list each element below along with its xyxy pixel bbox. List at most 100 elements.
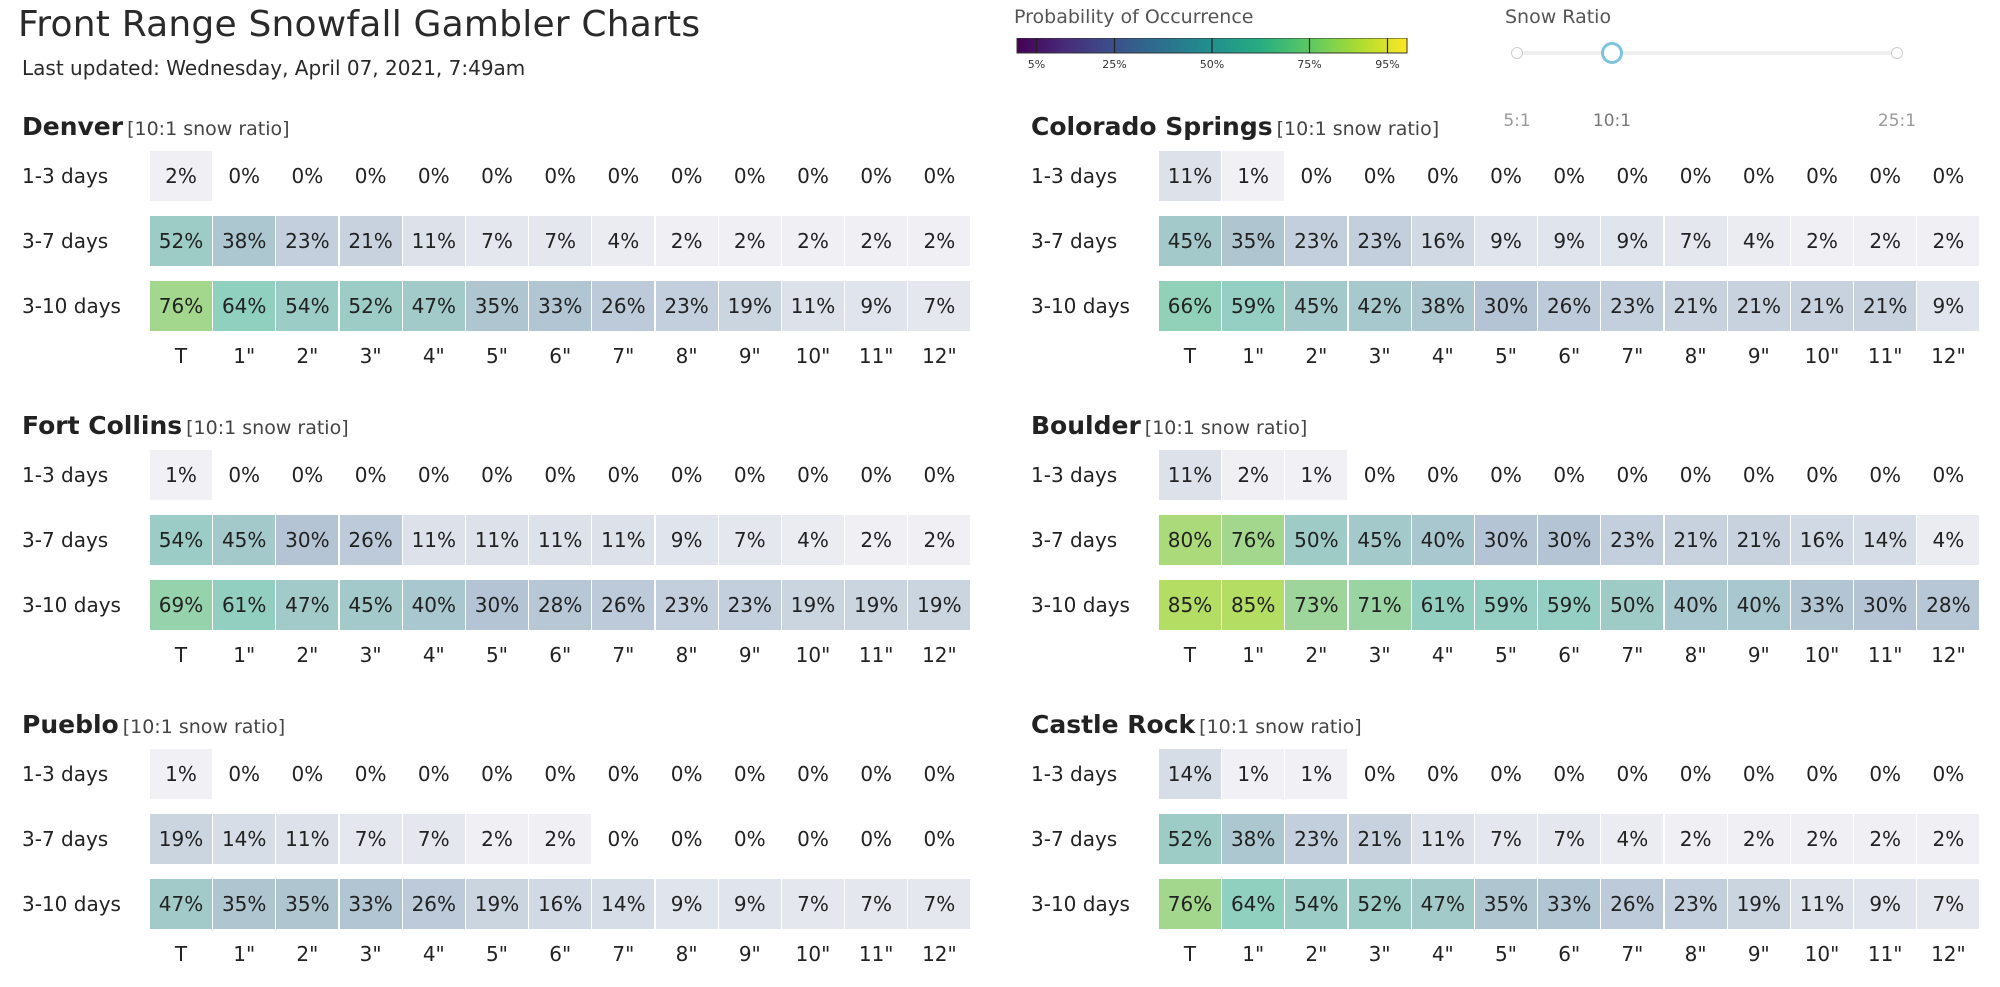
heatmap-cell: 54% xyxy=(1285,879,1348,929)
heatmap-cell: 0% xyxy=(1932,164,1965,188)
heatmap-cell: 11% xyxy=(1411,814,1474,864)
heatmap-cell: 11% xyxy=(402,515,465,565)
heatmap-cell: 0% xyxy=(1869,164,1902,188)
slider-handle[interactable] xyxy=(1601,42,1623,64)
city-ratio-note: [10:1 snow ratio] xyxy=(1144,417,1308,439)
city-heatmap: Boulder [10:1 snow ratio] 1-3 days 11% 2% 1% 0… xyxy=(1031,406,2000,676)
heatmap-cell: 7% xyxy=(845,879,908,929)
column-labels: T 1" 2" 3" 4" 5" 6" 7" 8" 9" 10" 11" 12" xyxy=(22,344,992,370)
heatmap-cell: 2% xyxy=(1791,216,1853,266)
legend-tick-label: 75% xyxy=(1297,58,1321,71)
heatmap-cell: 0% xyxy=(860,762,893,786)
column-label: 5" xyxy=(1495,643,1517,667)
heatmap-cell: 0% xyxy=(607,463,640,487)
heatmap-cell: 80% xyxy=(1159,515,1221,565)
heatmap-cell: 0% xyxy=(354,762,387,786)
heatmap-row: 3-10 days 66% 59% 45% 42% 38% 30% 26% 23% 21% 21% 2… xyxy=(1031,281,2000,331)
heatmap-cell: 9% xyxy=(845,281,908,331)
heatmap-cell: 0% xyxy=(670,164,703,188)
heatmap-cell: 9% xyxy=(1475,216,1537,266)
heatmap-cell: 0% xyxy=(1679,762,1712,786)
heatmap-cell: 11% xyxy=(529,515,592,565)
heatmap-row: 3-7 days 54% 45% 30% 26% 11% 11% 11% 11% 9% 7% 4% 2%… xyxy=(22,515,992,565)
heatmap-cell: 16% xyxy=(1411,216,1474,266)
heatmap-cell: 0% xyxy=(670,463,703,487)
slider-track[interactable]: 5:1 10:1 25:1 xyxy=(1503,42,1916,131)
column-label: 3" xyxy=(1368,344,1391,368)
column-label: 10" xyxy=(1804,942,1840,966)
last-updated: Last updated: Wednesday, April 07, 2021,… xyxy=(22,56,526,80)
column-label: 10" xyxy=(795,942,831,966)
column-label: 9" xyxy=(1747,942,1770,966)
column-label: 12" xyxy=(922,942,957,966)
heatmap-cell: 52% xyxy=(1159,814,1221,864)
heatmap-cell: 19% xyxy=(782,580,844,630)
heatmap-cell: 71% xyxy=(1348,580,1411,630)
heatmap-cell: 11% xyxy=(1159,151,1221,201)
heatmap-cell: 38% xyxy=(1222,814,1285,864)
heatmap-row: 3-10 days 76% 64% 54% 52% 47% 35% 33% 26% 23% 19% 1… xyxy=(22,281,992,331)
column-label: 3" xyxy=(1368,942,1391,966)
heatmap-cell: 14% xyxy=(213,814,276,864)
heatmap-cell: 47% xyxy=(1411,879,1474,929)
column-label: 4" xyxy=(1431,344,1454,368)
slider-option-label[interactable]: 5:1 xyxy=(1503,111,1531,131)
column-label: 1" xyxy=(233,643,256,667)
column-label: 6" xyxy=(549,344,572,368)
heatmap-cell: 23% xyxy=(1285,216,1348,266)
row-label: 3-7 days xyxy=(22,229,109,253)
slider-option-label[interactable]: 25:1 xyxy=(1877,111,1917,131)
heatmap-cell: 0% xyxy=(291,463,324,487)
heatmap-cell: 2% xyxy=(908,216,971,266)
slider-stop[interactable] xyxy=(1891,47,1903,59)
heatmap-cell: 30% xyxy=(1538,515,1601,565)
heatmap-cell: 19% xyxy=(718,281,781,331)
row-label: 3-7 days xyxy=(1031,827,1118,851)
column-label: 3" xyxy=(359,344,382,368)
row-label: 3-7 days xyxy=(1031,229,1118,253)
heatmap-cell: 0% xyxy=(1553,463,1586,487)
row-label: 1-3 days xyxy=(1031,463,1118,487)
heatmap-cell: 9% xyxy=(1601,216,1664,266)
heatmap-cell: 0% xyxy=(1616,164,1649,188)
heatmap-cell: 40% xyxy=(1727,580,1790,630)
heatmap-cell: 0% xyxy=(1806,164,1838,188)
heatmap-cell: 76% xyxy=(150,281,212,331)
row-label: 3-10 days xyxy=(22,593,121,617)
city-name: Denver xyxy=(22,112,124,141)
heatmap-cell: 0% xyxy=(923,762,956,786)
heatmap-cell: 23% xyxy=(1664,879,1727,929)
heatmap-cell: 0% xyxy=(228,164,261,188)
heatmap-cell: 2% xyxy=(908,515,971,565)
heatmap-cell: 35% xyxy=(213,879,276,929)
column-label: 12" xyxy=(922,344,957,368)
heatmap-cell: 73% xyxy=(1285,580,1348,630)
row-label: 1-3 days xyxy=(22,164,109,188)
heatmap-cell: 23% xyxy=(1601,515,1664,565)
heatmap-cell: 9% xyxy=(718,879,781,929)
row-label: 3-10 days xyxy=(1031,294,1130,318)
column-label: 12" xyxy=(1931,942,1966,966)
heatmap-cell: 0% xyxy=(1426,762,1459,786)
heatmap-cell: 4% xyxy=(1601,814,1664,864)
heatmap-cell: 26% xyxy=(592,281,655,331)
city-ratio-note: [10:1 snow ratio] xyxy=(127,118,290,140)
heatmap-cell: 0% xyxy=(228,762,261,786)
slider-stop[interactable] xyxy=(1511,47,1523,59)
heatmap-cell: 0% xyxy=(1490,164,1522,188)
heatmap-cell: 0% xyxy=(607,827,640,851)
heatmap-cell: 61% xyxy=(1411,580,1474,630)
column-label: 3" xyxy=(359,942,382,966)
slider-option-label[interactable]: 10:1 xyxy=(1592,111,1632,131)
heatmap-cell: 69% xyxy=(150,580,212,630)
heatmap-cell: 50% xyxy=(1601,580,1664,630)
heatmap-cell: 0% xyxy=(1742,762,1775,786)
heatmap-cell: 7% xyxy=(782,879,844,929)
snow-ratio-slider[interactable]: Snow Ratio 5:1 10:1 25:1 xyxy=(1503,6,1935,131)
heatmap-cell: 11% xyxy=(782,281,844,331)
column-label: 8" xyxy=(1684,942,1707,966)
row-label: 1-3 days xyxy=(1031,164,1118,188)
heatmap-cell: 0% xyxy=(607,762,640,786)
heatmap-cell: 23% xyxy=(655,281,718,331)
heatmap-cell: 9% xyxy=(1854,879,1917,929)
